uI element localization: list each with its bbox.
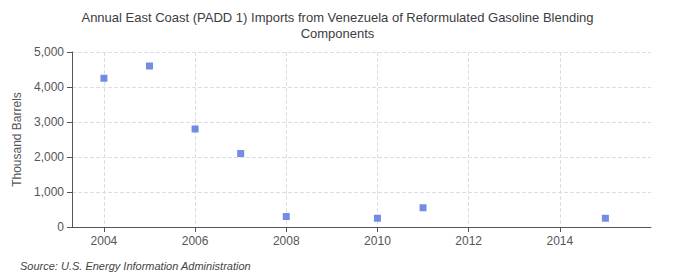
svg-text:3,000: 3,000 <box>34 115 64 129</box>
svg-text:Components: Components <box>301 26 375 41</box>
svg-text:4,000: 4,000 <box>34 80 64 94</box>
svg-text:2004: 2004 <box>91 234 118 248</box>
svg-text:Thousand Barrels: Thousand Barrels <box>10 92 24 187</box>
svg-text:Annual East Coast (PADD 1) Imp: Annual East Coast (PADD 1) Imports from … <box>81 10 593 25</box>
svg-text:0: 0 <box>57 220 64 234</box>
svg-text:2010: 2010 <box>364 234 391 248</box>
svg-text:2,000: 2,000 <box>34 150 64 164</box>
svg-text:2008: 2008 <box>273 234 300 248</box>
svg-text:2012: 2012 <box>455 234 482 248</box>
svg-text:1,000: 1,000 <box>34 185 64 199</box>
svg-text:2006: 2006 <box>182 234 209 248</box>
svg-text:Source: U.S. Energy Informatio: Source: U.S. Energy Information Administ… <box>20 260 251 272</box>
svg-text:5,000: 5,000 <box>34 45 64 59</box>
svg-text:2014: 2014 <box>546 234 573 248</box>
